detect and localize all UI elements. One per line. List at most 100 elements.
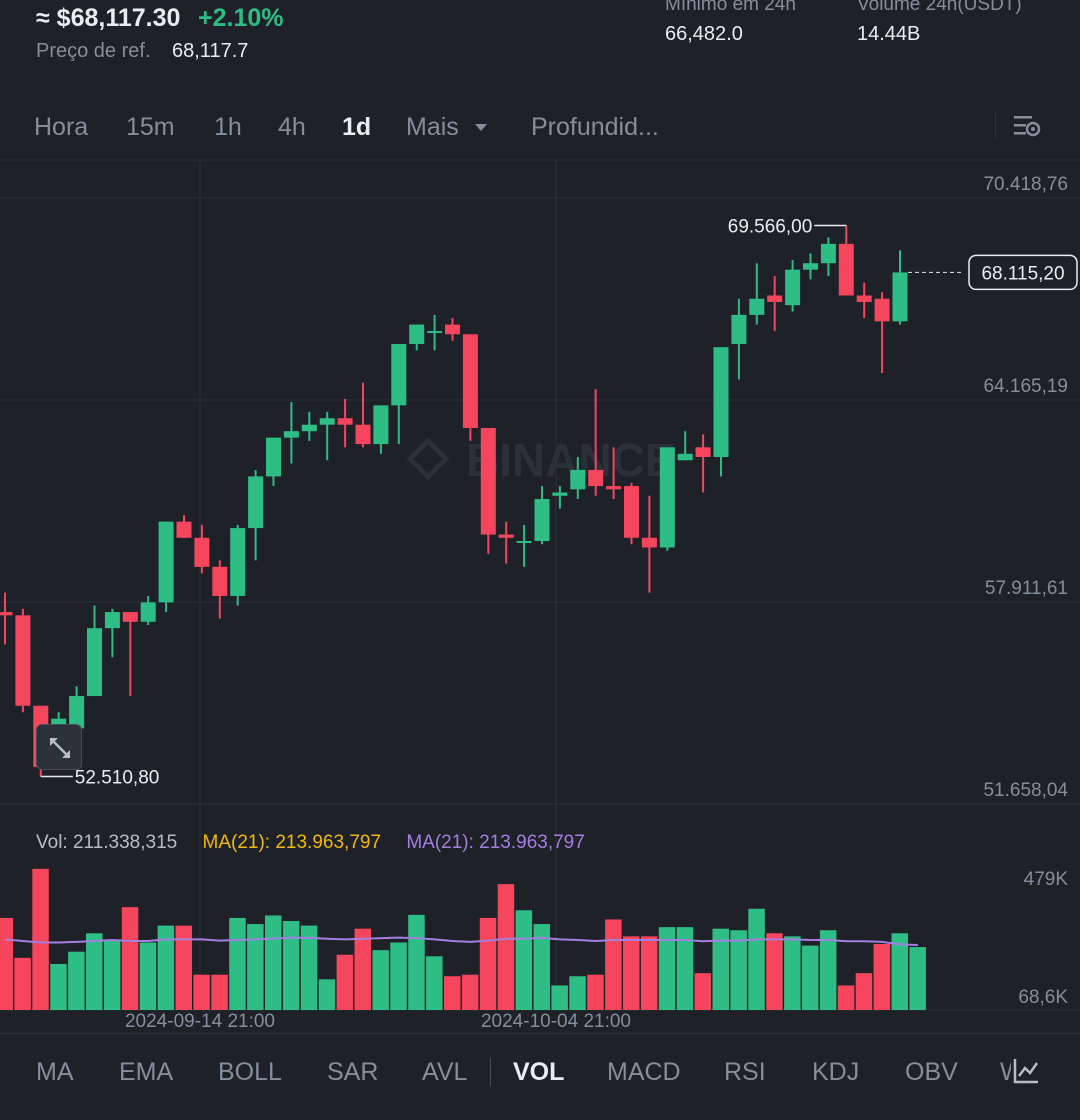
indicator-boll[interactable]: BOLL — [218, 1058, 282, 1086]
y-axis-tick-label: 64.165,19 — [983, 376, 1068, 397]
volume-bar — [533, 924, 550, 1010]
volume-bar — [32, 868, 49, 1010]
volume-bar — [623, 936, 640, 1010]
tab-1d[interactable]: 1d — [342, 113, 372, 141]
tab-15m[interactable]: 15m — [126, 113, 175, 141]
candle-body — [677, 453, 693, 461]
volume-bar — [605, 919, 622, 1010]
chart-settings-icon[interactable] — [1011, 111, 1043, 143]
tab-hora[interactable]: Hora — [34, 113, 89, 141]
volume-bar — [265, 915, 282, 1010]
volume-bar — [802, 945, 819, 1010]
low-price-marker: 52.510,80 — [75, 767, 160, 788]
expand-chart-button[interactable] — [36, 724, 82, 770]
indicator-avl[interactable]: AVL — [422, 1058, 468, 1086]
volume-bar — [193, 974, 210, 1010]
candle-body — [785, 269, 801, 306]
candle-body — [480, 427, 496, 535]
volume-bar — [336, 954, 354, 1010]
candle-body — [337, 418, 353, 425]
volume-bar — [354, 928, 371, 1010]
indicator-sar[interactable]: SAR — [327, 1058, 379, 1086]
indicator-ema[interactable]: EMA — [119, 1058, 174, 1086]
candle-body — [301, 424, 317, 432]
candle-body — [140, 602, 156, 622]
candle-body — [874, 298, 890, 322]
volume-bar — [712, 928, 729, 1010]
current-price-badge — [968, 254, 1078, 291]
indicator-divider — [490, 1058, 491, 1086]
volume-bar — [819, 930, 837, 1010]
candle-body — [0, 612, 13, 616]
chart-drawing-icon[interactable] — [1011, 1056, 1041, 1086]
reference-price-label: Preço de ref. — [36, 40, 151, 62]
ma-yellow-label: MA(21): 213.963,797 — [202, 832, 382, 853]
tab-more-label: Mais — [406, 113, 459, 141]
volume-bar — [855, 973, 873, 1010]
candle-body — [641, 537, 657, 548]
volume-bar — [211, 974, 228, 1010]
volume-bar — [139, 942, 157, 1010]
candle-body — [552, 492, 568, 496]
y-axis-tick-label: 57.911,61 — [985, 578, 1068, 599]
candle-body — [534, 499, 550, 542]
volume-axis-min: 68,6K — [1018, 987, 1068, 1008]
volume-bar — [408, 914, 425, 1010]
candle-body — [176, 521, 192, 538]
candle-body — [462, 334, 478, 428]
candle-body — [248, 476, 264, 529]
candle-body — [104, 612, 120, 629]
indicator-ma[interactable]: MA — [36, 1058, 74, 1086]
indicator-rsi[interactable]: RSI — [724, 1058, 766, 1086]
volume-bar — [676, 927, 694, 1010]
tab-1h[interactable]: 1h — [214, 113, 242, 141]
tab-more[interactable]: Mais — [406, 113, 488, 142]
indicator-obv[interactable]: OBV — [905, 1058, 958, 1086]
candle-body — [838, 243, 854, 296]
volume-bar — [282, 921, 300, 1010]
volume-bar — [748, 908, 765, 1010]
x-axis-date-label: 2024-10-04 21:00 — [481, 1011, 631, 1032]
indicator-macd[interactable]: MACD — [607, 1058, 681, 1086]
candle-body — [624, 486, 639, 538]
price-display: ≈ $68,117.30 — [36, 4, 181, 32]
candle-body — [445, 324, 460, 335]
candle-body — [498, 534, 514, 538]
reference-price-value: 68,117.7 — [172, 40, 249, 62]
volume-bar — [766, 933, 783, 1010]
volume-bar — [694, 973, 712, 1010]
tab-4h[interactable]: 4h — [278, 113, 306, 141]
candle-body — [713, 347, 729, 458]
volume-bar — [372, 950, 389, 1010]
indicator-kdj[interactable]: KDJ — [812, 1058, 860, 1086]
volume-bar — [68, 951, 85, 1010]
volume-24h-value: 14.44B — [857, 23, 921, 45]
candle-body — [749, 298, 765, 315]
candle-body — [856, 295, 872, 302]
candle-body — [212, 566, 228, 596]
volume-bar — [515, 910, 533, 1010]
candle-body — [194, 537, 210, 567]
volume-ma-line — [4, 936, 918, 946]
volume-bar — [909, 947, 926, 1010]
volume-bar — [569, 976, 586, 1010]
candle-body — [283, 431, 299, 438]
volume-bar — [390, 942, 407, 1010]
high-price-marker: 69.566,00 — [728, 217, 813, 238]
candle-body — [588, 469, 604, 487]
ma-purple-label: MA(21): 213.963,797 — [406, 832, 585, 853]
indicator-vol[interactable]: VOL — [513, 1058, 565, 1086]
volume-bar — [658, 927, 676, 1010]
candle-body — [69, 696, 85, 729]
candle-body — [355, 424, 371, 445]
tab-depth[interactable]: Profundid... — [531, 113, 659, 141]
candle-body — [122, 612, 138, 622]
volume-24h-label: Volume 24h(USDT) — [857, 0, 1022, 15]
volume-bar — [318, 979, 336, 1010]
candle-body — [767, 295, 783, 302]
volume-bar — [157, 925, 175, 1010]
volume-bar — [86, 933, 103, 1010]
volume-value-label: Vol: 211.338,315 — [36, 832, 178, 853]
low-24h-value: 66,482.0 — [665, 23, 743, 45]
